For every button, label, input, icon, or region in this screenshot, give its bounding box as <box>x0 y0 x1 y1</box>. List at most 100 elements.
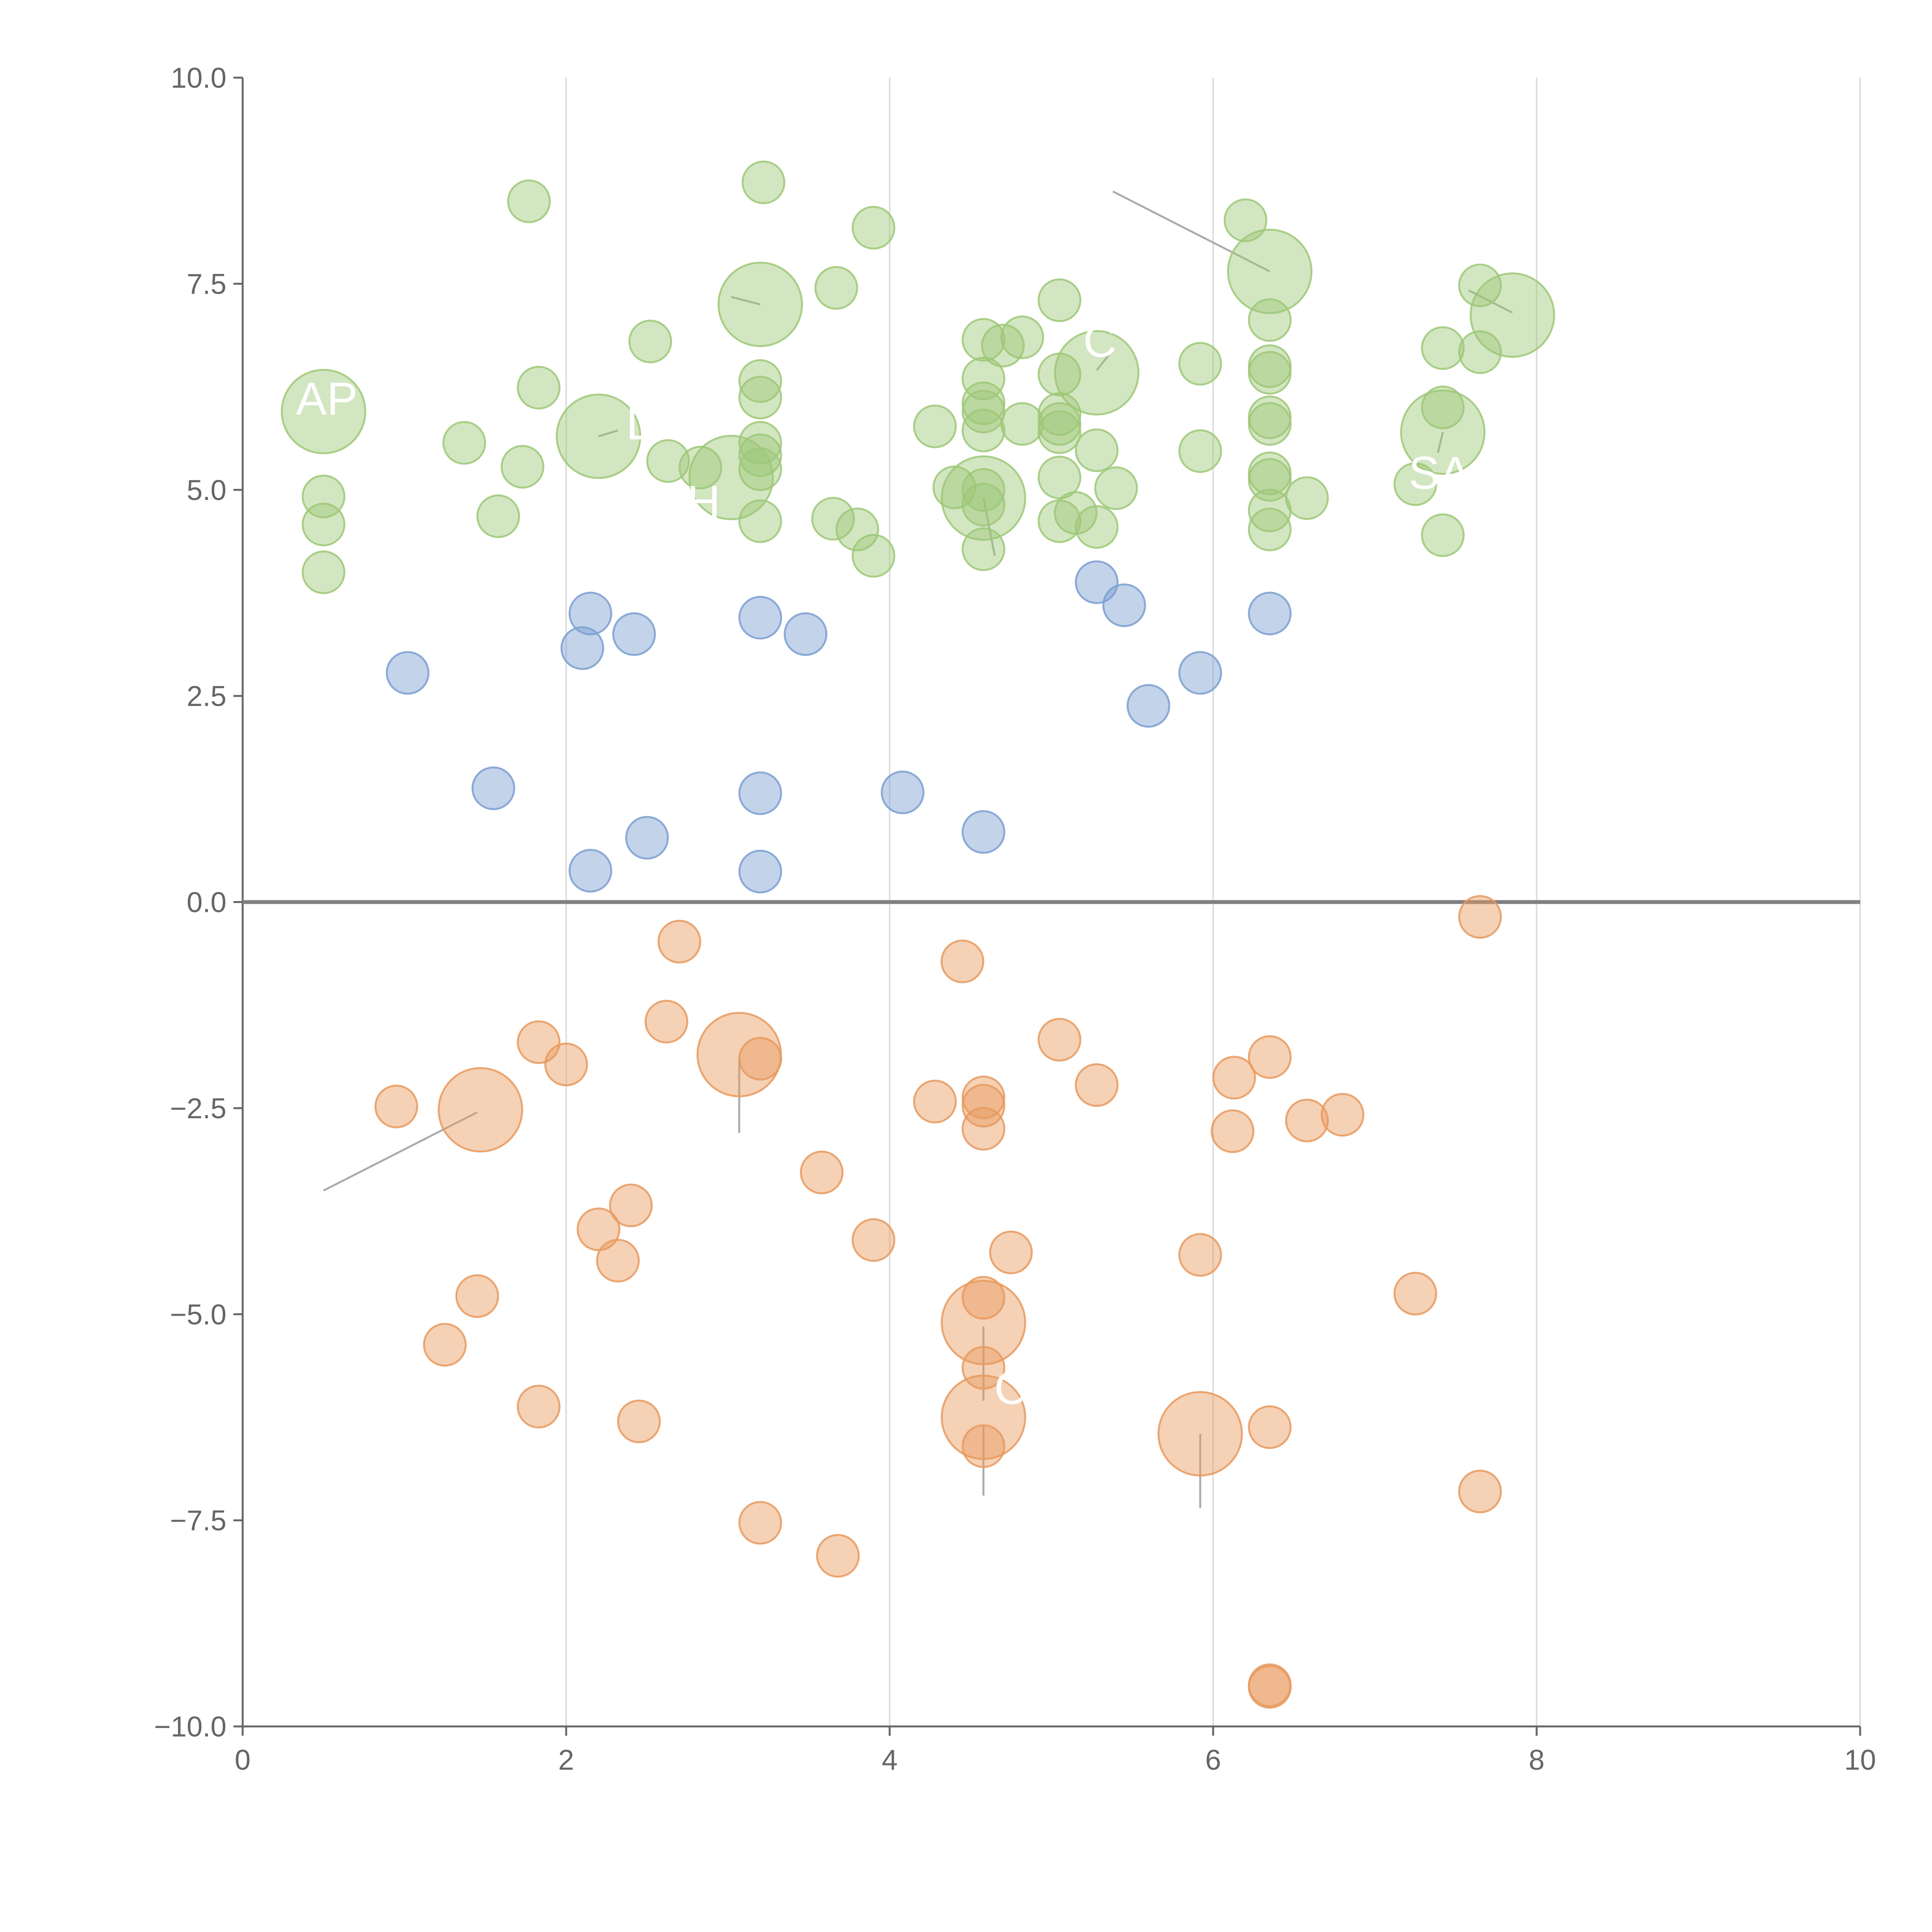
leader-line-0 <box>731 296 761 306</box>
point-blue-17 <box>738 850 782 894</box>
point-blue-4 <box>738 595 782 639</box>
point-orange-12 <box>913 1080 957 1124</box>
point-orange-0 <box>1458 895 1502 939</box>
point-green-58 <box>940 455 1026 541</box>
point-orange-14 <box>961 1083 1005 1128</box>
point-green-36 <box>961 408 1005 452</box>
point-green-39 <box>556 393 641 479</box>
point-orange-27 <box>596 1239 640 1283</box>
point-green-31 <box>1248 402 1292 446</box>
point-green-60 <box>961 483 1005 527</box>
point-orange-42 <box>816 1534 860 1578</box>
point-green-10 <box>1248 298 1292 342</box>
point-blue-6 <box>784 612 828 656</box>
y-tick-label-2: −5.0 <box>170 1298 226 1330</box>
point-green-17 <box>1178 342 1222 386</box>
point-green-34 <box>1000 402 1044 446</box>
x-tick-label-3: 6 <box>1205 1744 1221 1776</box>
point-green-28 <box>1421 385 1465 429</box>
point-green-22 <box>738 359 782 403</box>
point-green-69 <box>1248 507 1292 551</box>
point-green-8 <box>1469 272 1555 358</box>
y-tick-label-8: 10.0 <box>171 62 226 94</box>
point-green-35 <box>913 404 957 448</box>
x-tick-label-4: 8 <box>1529 1744 1544 1776</box>
point-orange-25 <box>989 1230 1033 1274</box>
point-blue-2 <box>1248 592 1292 636</box>
point-green-6 <box>814 266 858 310</box>
point-orange-35 <box>940 1374 1026 1460</box>
point-green-72 <box>961 527 1005 571</box>
point-green-59 <box>1285 476 1329 520</box>
x-tick-label-2: 4 <box>882 1744 898 1776</box>
point-orange-16 <box>437 1067 523 1153</box>
point-green-71 <box>1421 513 1465 557</box>
point-orange-17 <box>1320 1093 1364 1137</box>
point-labels: AP LH C SA C <box>296 315 1471 1414</box>
leader-line-1 <box>598 429 618 437</box>
point-blue-1 <box>1102 583 1146 627</box>
point-green-66 <box>1037 499 1082 543</box>
point-green-2 <box>852 206 896 250</box>
axes: −10.0 −7.5 −5.0 −2.5 0.0 2.5 5.0 7.5 10.0 0 2 4 6 8 10 <box>154 62 1876 1776</box>
point-green-11 <box>628 320 672 364</box>
point-green-63 <box>476 494 520 538</box>
point-green-23 <box>961 357 1005 401</box>
point-orange-37 <box>1248 1405 1292 1449</box>
point-blue-3 <box>568 592 612 636</box>
point-orange-40 <box>1458 1469 1502 1514</box>
data-points <box>281 160 1555 1709</box>
point-orange-24 <box>852 1218 896 1262</box>
point-green-57 <box>961 468 1005 512</box>
point-green-19 <box>1248 351 1292 395</box>
point-orange-44 <box>1248 1663 1292 1707</box>
point-blue-9 <box>1178 651 1222 695</box>
point-orange-19 <box>961 1107 1005 1151</box>
y-tick-label-0: −10.0 <box>154 1711 226 1743</box>
point-green-32 <box>1037 392 1082 436</box>
point-orange-34 <box>517 1384 561 1429</box>
point-green-53 <box>1393 462 1437 506</box>
point-green-45 <box>646 439 690 483</box>
point-orange-8 <box>738 1037 782 1081</box>
leader-line-6 <box>982 498 996 556</box>
point-green-25 <box>738 376 782 420</box>
point-green-40 <box>442 421 486 465</box>
point-green-41 <box>738 421 782 465</box>
point-blue-10 <box>1126 684 1170 728</box>
point-orange-18 <box>1285 1099 1329 1143</box>
point-green-5 <box>718 262 803 347</box>
point-green-1 <box>742 160 786 204</box>
point-green-65 <box>738 499 782 543</box>
point-orange-32 <box>423 1323 467 1367</box>
point-label-2: H <box>687 476 721 528</box>
point-orange-9 <box>544 1043 588 1087</box>
point-orange-20 <box>1211 1109 1255 1153</box>
point-orange-29 <box>455 1274 499 1318</box>
y-tick-label-6: 5.0 <box>187 474 226 506</box>
point-green-44 <box>1075 428 1119 472</box>
point-blue-16 <box>568 849 612 893</box>
point-blue-7 <box>560 626 604 670</box>
point-green-16 <box>1458 330 1502 374</box>
point-green-74 <box>301 550 345 594</box>
point-green-50 <box>1248 458 1292 502</box>
label-leader-lines <box>323 190 1513 1508</box>
x-tick-label-0: 0 <box>235 1744 250 1776</box>
point-blue-5 <box>612 612 656 656</box>
point-green-15 <box>1421 326 1465 370</box>
leader-line-5 <box>1437 432 1444 453</box>
point-green-21 <box>1054 330 1139 416</box>
point-orange-41 <box>738 1501 782 1545</box>
point-orange-1 <box>657 920 701 964</box>
point-orange-22 <box>609 1184 653 1228</box>
point-blue-14 <box>961 810 1005 854</box>
point-label-4: SA <box>1409 447 1471 499</box>
point-blue-15 <box>625 816 669 860</box>
y-tick-label-5: 2.5 <box>187 680 226 712</box>
point-orange-7 <box>1248 1035 1292 1079</box>
point-green-42 <box>1178 429 1222 473</box>
point-label-3: C <box>1083 315 1117 367</box>
point-green-0 <box>507 179 551 223</box>
